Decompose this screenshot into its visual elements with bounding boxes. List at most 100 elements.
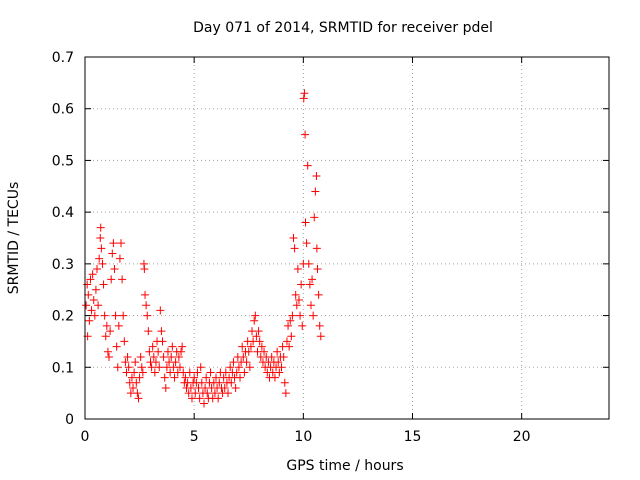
data-point: [236, 373, 245, 382]
data-point: [131, 358, 140, 367]
data-point: [163, 347, 172, 356]
y-tick-label: 0.1: [52, 360, 74, 376]
data-point: [242, 358, 251, 367]
x-tick-label: 0: [81, 429, 90, 445]
data-point: [191, 389, 200, 398]
data-point: [301, 130, 310, 139]
data-point: [129, 383, 138, 392]
data-point: [132, 378, 141, 387]
x-tick-label: 15: [404, 429, 422, 445]
data-point: [90, 311, 99, 320]
data-point: [305, 280, 314, 289]
data-point: [101, 332, 110, 341]
data-point: [227, 378, 236, 387]
data-point: [123, 352, 132, 361]
data-point: [115, 254, 124, 263]
data-point: [156, 306, 165, 315]
data-point: [311, 187, 320, 196]
data-point: [285, 342, 294, 351]
data-point: [210, 389, 219, 398]
data-point: [158, 337, 167, 346]
data-point: [87, 306, 96, 315]
data-point: [177, 347, 186, 356]
data-point: [298, 321, 307, 330]
data-point: [133, 389, 142, 398]
data-point: [102, 321, 111, 330]
data-point: [88, 270, 97, 279]
data-point: [148, 342, 157, 351]
data-point: [186, 383, 195, 392]
data-point: [273, 347, 282, 356]
data-point: [246, 342, 255, 351]
data-point: [310, 213, 319, 222]
data-point: [108, 249, 117, 258]
data-point: [303, 161, 312, 170]
y-tick-label: 0.5: [52, 153, 74, 169]
data-point: [130, 368, 139, 377]
data-point: [250, 316, 259, 325]
data-point: [291, 290, 300, 299]
data-point: [134, 394, 143, 403]
data-point: [135, 373, 144, 382]
data-point: [255, 337, 264, 346]
data-point: [197, 378, 206, 387]
data-point: [302, 239, 311, 248]
data-point: [91, 285, 100, 294]
data-point: [214, 394, 223, 403]
data-point: [143, 311, 152, 320]
data-point: [270, 373, 279, 382]
data-point: [193, 368, 202, 377]
data-point: [304, 259, 313, 268]
data-point: [97, 244, 106, 253]
data-point: [277, 363, 286, 372]
data-point: [297, 280, 306, 289]
data-point: [99, 280, 108, 289]
data-point: [106, 327, 115, 336]
grid-lines: [85, 57, 609, 419]
data-point: [245, 363, 254, 372]
data-point: [114, 321, 123, 330]
data-point: [94, 301, 103, 310]
data-point: [113, 363, 122, 372]
data-point: [142, 301, 151, 310]
data-point: [174, 352, 183, 361]
data-point: [138, 368, 147, 377]
data-point: [206, 368, 215, 377]
data-point: [254, 327, 263, 336]
data-point: [166, 368, 175, 377]
x-axis-label: GPS time / hours: [286, 458, 403, 474]
data-point: [141, 290, 150, 299]
data-point: [296, 311, 305, 320]
data-point: [157, 327, 166, 336]
x-tick-label: 5: [190, 429, 199, 445]
data-point: [293, 265, 302, 274]
data-points: [82, 89, 325, 408]
data-point: [98, 259, 107, 268]
data-point: [160, 373, 169, 382]
data-point: [240, 368, 249, 377]
data-point: [144, 327, 153, 336]
data-point: [190, 373, 199, 382]
data-point: [251, 311, 260, 320]
data-point: [286, 316, 295, 325]
data-point: [103, 347, 112, 356]
data-point: [260, 347, 269, 356]
data-point: [203, 389, 212, 398]
data-point: [170, 373, 179, 382]
data-point: [257, 342, 266, 351]
data-point: [309, 311, 318, 320]
data-point: [308, 275, 317, 284]
data-point: [175, 363, 184, 372]
data-point: [155, 363, 164, 372]
data-point: [299, 94, 308, 103]
data-point: [212, 373, 220, 382]
data-point: [181, 373, 190, 382]
data-point: [96, 223, 105, 232]
data-point: [171, 358, 180, 367]
data-point: [137, 363, 146, 372]
data-point: [89, 296, 98, 305]
data-point: [312, 244, 321, 253]
y-tick-label: 0: [65, 412, 74, 428]
data-point: [220, 383, 229, 392]
